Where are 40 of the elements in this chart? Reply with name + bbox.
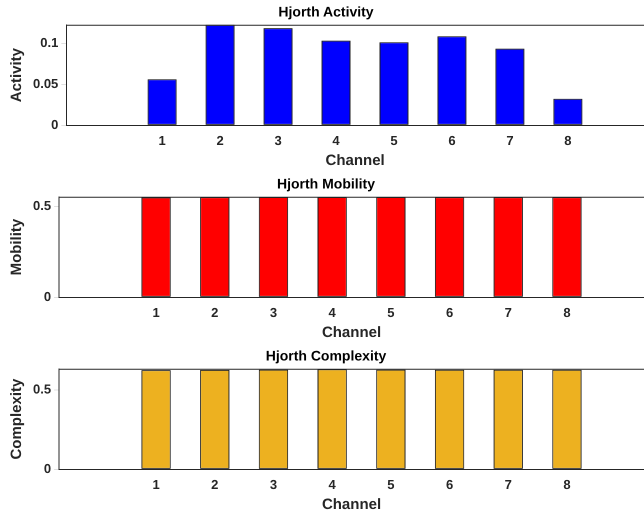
x-axis-title: Channel: [322, 496, 382, 514]
x-tick-label: 2: [216, 132, 224, 148]
x-tick-label: 8: [563, 304, 571, 320]
chart-title: Hjorth Mobility: [277, 175, 376, 192]
x-tick-label: 3: [274, 132, 282, 148]
y-axis-title: Activity: [8, 47, 26, 102]
x-tick-label: 6: [448, 132, 456, 148]
x-tick-label: 1: [158, 132, 166, 148]
y-tick-label: 0.1: [40, 35, 58, 50]
y-tick-label: 0: [44, 460, 52, 476]
x-tick-label: 5: [390, 132, 398, 148]
x-tick-label: 7: [504, 304, 512, 320]
x-tick-label: 5: [387, 304, 394, 320]
x-tick-label: 4: [328, 476, 337, 492]
x-tick-label: 8: [563, 476, 571, 492]
x-tick-label: 6: [446, 304, 454, 320]
x-tick-label: 4: [328, 304, 337, 320]
y-tick-label: 0.5: [32, 382, 52, 397]
x-tick-label: 1: [152, 476, 160, 492]
x-tick-label: 2: [211, 476, 218, 492]
chart-title: Hjorth Activity: [278, 3, 374, 20]
y-axis-title: Complexity: [8, 378, 26, 460]
x-tick-label: 1: [152, 304, 160, 320]
y-tick-label: 0: [44, 288, 52, 304]
x-axis-title: Channel: [326, 152, 385, 170]
x-tick-label: 4: [332, 132, 340, 148]
y-axis-title: Mobility: [8, 218, 26, 276]
x-tick-label: 8: [564, 132, 572, 148]
chart-title: Hjorth Complexity: [266, 347, 386, 364]
x-tick-label: 3: [270, 476, 278, 492]
y-tick-label: 0: [51, 116, 58, 132]
y-tick-label: 0.05: [32, 76, 58, 92]
x-tick-label: 7: [506, 132, 514, 148]
x-tick-label: 6: [446, 476, 454, 492]
x-axis-title: Channel: [322, 324, 382, 342]
x-tick-label: 5: [387, 476, 394, 492]
x-tick-label: 2: [211, 304, 218, 320]
x-tick-label: 7: [504, 476, 512, 492]
x-tick-label: 3: [270, 304, 278, 320]
y-tick-label: 0.5: [32, 198, 52, 213]
